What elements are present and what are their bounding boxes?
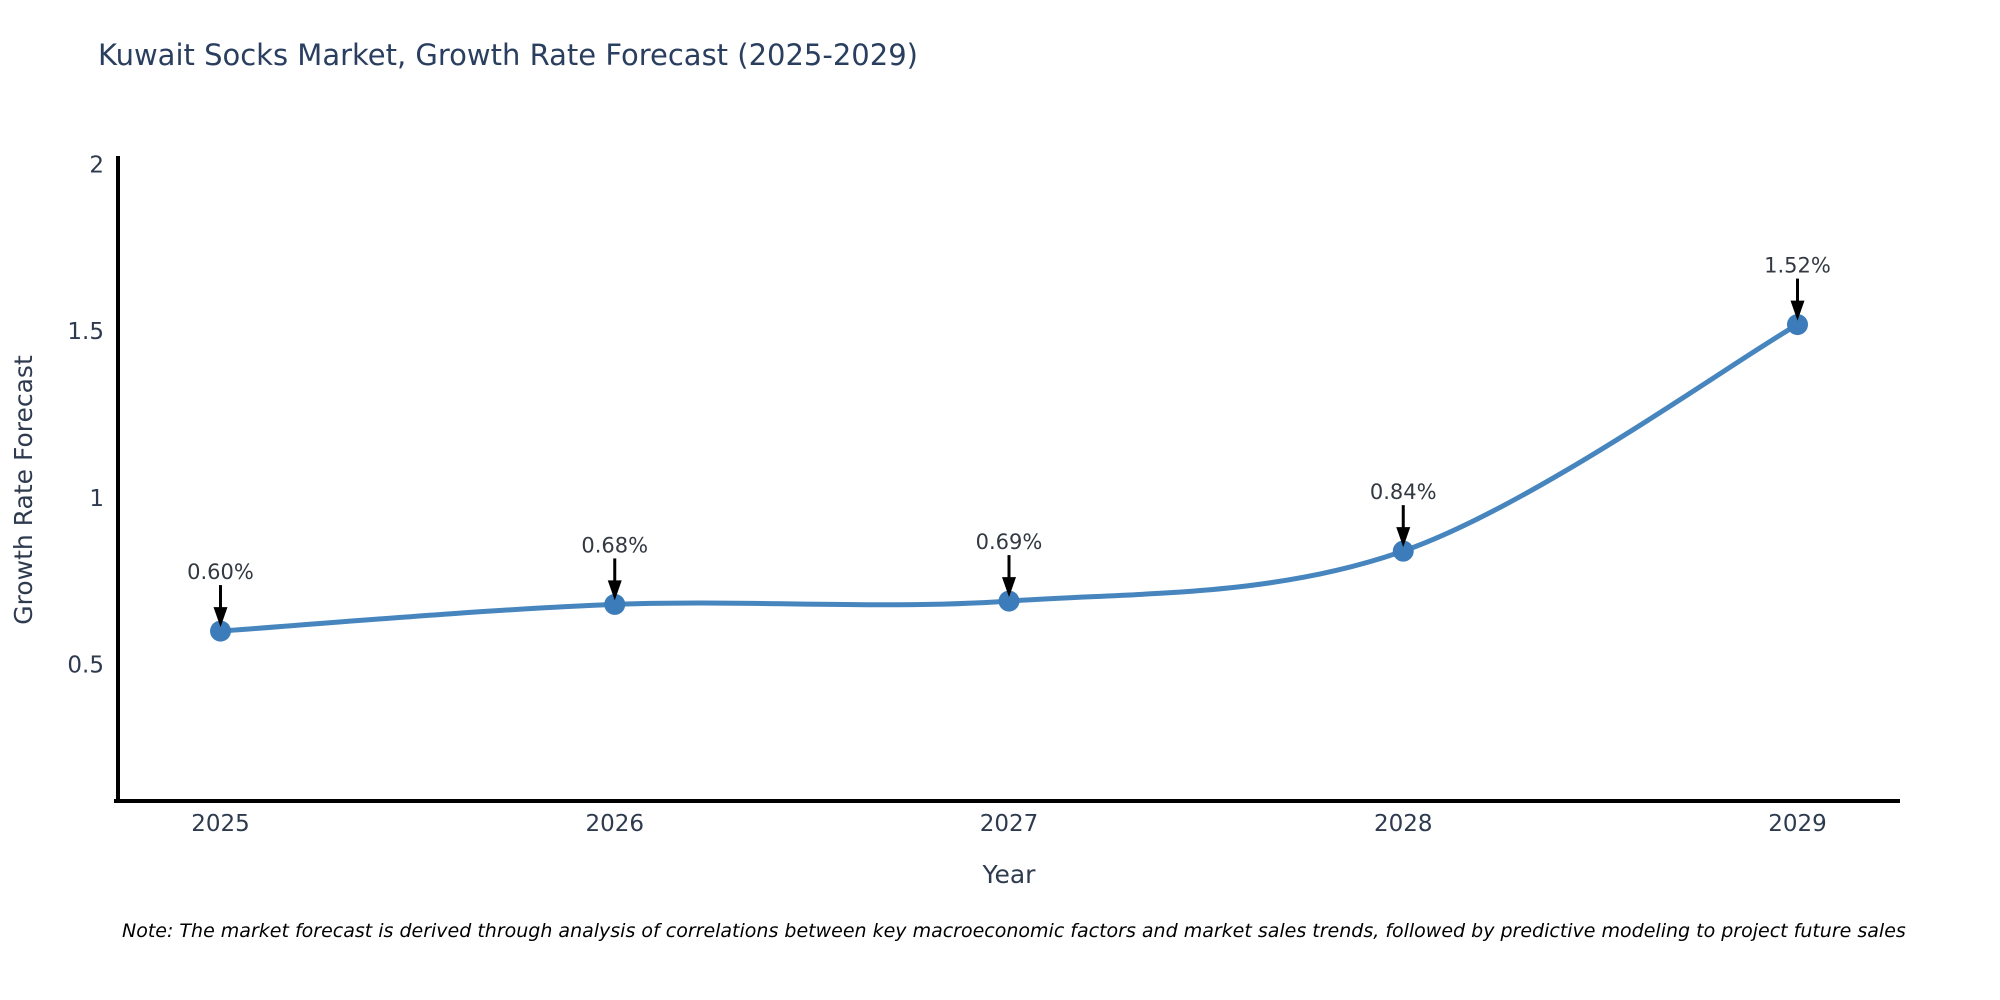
x-axis-ticks: 2025 2026 2027 2028 2029 bbox=[191, 811, 1827, 837]
y-axis-title: Growth Rate Forecast bbox=[9, 355, 38, 625]
x-axis-tick-label: 2029 bbox=[1768, 811, 1827, 837]
point-value-label: 0.84% bbox=[1370, 480, 1437, 504]
point-value-label: 1.52% bbox=[1764, 254, 1831, 278]
annotation-arrowhead-icon bbox=[213, 607, 228, 628]
point-value-label: 0.69% bbox=[976, 530, 1043, 554]
annotation-arrowhead-icon bbox=[1790, 300, 1805, 321]
x-axis-tick-label: 2028 bbox=[1374, 811, 1433, 837]
chart-title: Kuwait Socks Market, Growth Rate Forecas… bbox=[98, 38, 918, 72]
x-axis-tick-label: 2025 bbox=[191, 811, 250, 837]
point-annotations: 0.60% 0.68% 0.69% 0.84% 1.52% bbox=[187, 254, 1831, 628]
data-point-marker bbox=[998, 590, 1020, 612]
annotation-arrowhead-icon bbox=[607, 580, 622, 601]
data-series bbox=[210, 314, 1808, 642]
y-axis-ticks: 0.5 1 1.5 2 bbox=[67, 153, 104, 679]
annotation-arrowhead-icon bbox=[1396, 527, 1411, 548]
data-point-marker bbox=[210, 620, 232, 642]
point-value-label: 0.60% bbox=[187, 560, 254, 584]
y-axis-tick-label: 0.5 bbox=[67, 652, 104, 678]
annotation-arrowhead-icon bbox=[1002, 577, 1016, 598]
data-point-marker bbox=[604, 593, 626, 615]
data-point-marker bbox=[1786, 314, 1808, 336]
x-axis-title: Year bbox=[982, 860, 1037, 889]
y-axis-tick-label: 2 bbox=[89, 153, 104, 179]
x-axis-tick-label: 2027 bbox=[980, 811, 1039, 837]
x-axis-tick-label: 2026 bbox=[585, 811, 644, 837]
y-axis-tick-label: 1.5 bbox=[67, 319, 104, 345]
point-value-label: 0.68% bbox=[581, 533, 648, 557]
footnote: Note: The market forecast is derived thr… bbox=[122, 920, 1906, 942]
y-axis-tick-label: 1 bbox=[89, 486, 104, 512]
axes bbox=[114, 156, 1900, 803]
data-point-marker bbox=[1392, 540, 1414, 562]
